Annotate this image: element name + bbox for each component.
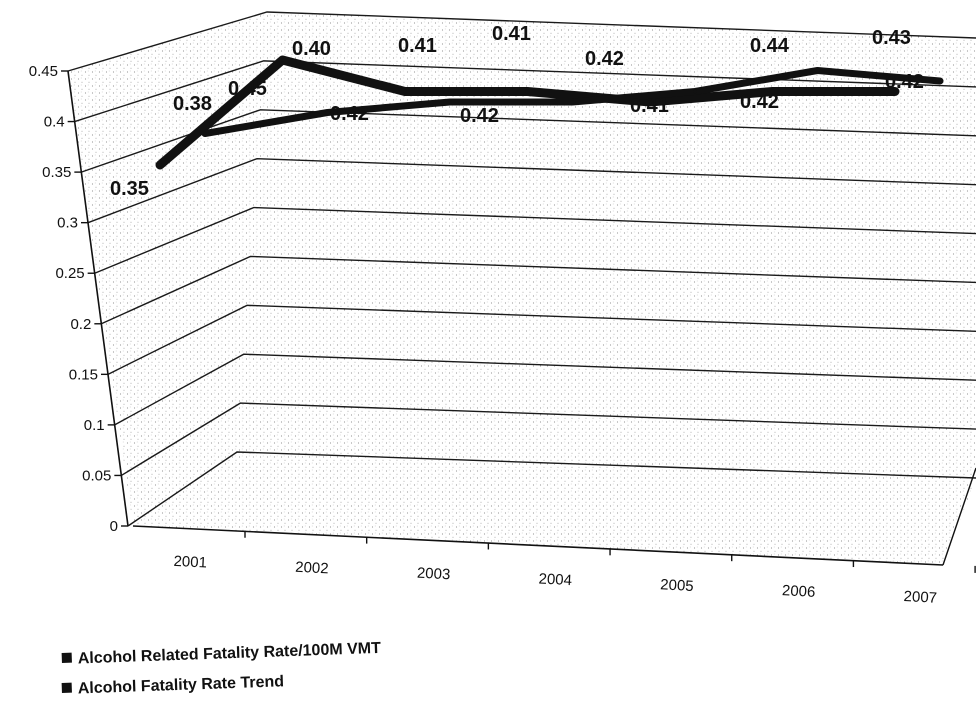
gridline [87, 157, 976, 224]
series-point [815, 68, 820, 73]
series-point [403, 89, 407, 94]
series-lines [155, 55, 944, 170]
series-point [280, 58, 285, 62]
x-axis [132, 525, 944, 566]
y-tick-label: 0 [110, 518, 118, 535]
axes: 0 0.05 0.1 0.15 0.2 0.25 0.3 0.35 0.4 0.45 2001 200… [29, 63, 976, 607]
legend-label: Alcohol Related Fatality Rate/100M VMT [78, 640, 382, 668]
data-label: 0.42 [330, 103, 369, 125]
y-tick-label: 0.45 [29, 63, 58, 80]
series-point [325, 110, 330, 115]
y-tick-label: 0.3 [57, 215, 78, 232]
side-wall [68, 12, 267, 526]
x-tick-label: 2004 [538, 570, 572, 589]
series-point [693, 89, 697, 94]
y-axis [67, 70, 129, 527]
x-tick-label: 2002 [295, 559, 329, 578]
legend-swatch [61, 652, 72, 664]
gridline [114, 353, 976, 426]
x-tick-label: 2001 [173, 553, 207, 572]
data-label: 0.35 [110, 178, 149, 200]
gridlines [67, 11, 976, 527]
series-point [893, 89, 897, 94]
gridline [74, 60, 976, 123]
series-point [938, 79, 942, 83]
floor [133, 452, 976, 565]
series-point [648, 100, 652, 104]
series-point [570, 100, 575, 104]
gridline [101, 255, 976, 325]
back-wall [237, 12, 976, 478]
legend: Alcohol Related Fatality Rate/100M VMT Al… [61, 640, 382, 697]
series-point [525, 89, 530, 94]
data-label: 0.38 [173, 93, 212, 115]
y-tick-label: 0.4 [44, 114, 65, 131]
series-point [158, 163, 162, 167]
data-label: 0.40 [292, 38, 331, 60]
x-tick-label: 2005 [660, 576, 694, 595]
y-tick-label: 0.1 [84, 417, 105, 434]
data-labels: 0.35 0.45 0.42 0.42 0.41 0.42 0.42 0.38 0.40 0.41… [110, 23, 924, 200]
data-label: 0.42 [885, 71, 924, 93]
series-point [203, 131, 207, 136]
gridline [94, 206, 976, 274]
legend-item: Alcohol Related Fatality Rate/100M VMT [61, 640, 382, 668]
data-label: 0.44 [750, 35, 790, 57]
gridline [107, 304, 976, 375]
data-label: 0.41 [492, 23, 531, 45]
data-label: 0.45 [228, 78, 267, 100]
y-tick-label: 0.25 [55, 265, 84, 282]
gridline [67, 11, 976, 72]
data-label: 0.41 [398, 35, 437, 57]
legend-label: Alcohol Fatality Rate Trend [78, 673, 285, 697]
gridline [120, 402, 976, 477]
series-point [448, 100, 452, 104]
y-tick-label: 0.05 [82, 467, 111, 484]
gridline [81, 109, 976, 173]
data-label: 0.42 [460, 105, 499, 127]
data-label: 0.43 [872, 27, 911, 49]
x-tick-label: 2007 [903, 588, 937, 607]
data-label: 0.42 [740, 91, 779, 113]
series-point [770, 89, 775, 94]
gridline [127, 451, 976, 527]
legend-item: Alcohol Fatality Rate Trend [61, 673, 285, 697]
x-tick-label: 2003 [416, 565, 450, 584]
data-label: 0.41 [630, 95, 669, 117]
x-tick-label: 2006 [782, 582, 816, 601]
floor-edge [942, 467, 976, 566]
y-tick-label: 0.2 [70, 316, 91, 333]
data-label: 0.42 [585, 48, 624, 70]
y-tick-label: 0.35 [42, 164, 71, 181]
y-tick-label: 0.15 [69, 366, 98, 383]
legend-swatch [61, 682, 72, 694]
